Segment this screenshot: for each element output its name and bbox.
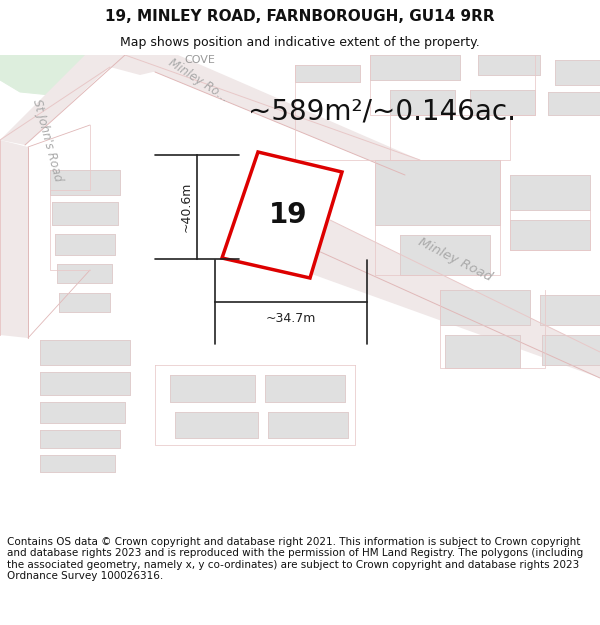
Polygon shape bbox=[440, 290, 530, 325]
Polygon shape bbox=[110, 55, 178, 75]
Polygon shape bbox=[295, 220, 600, 378]
Polygon shape bbox=[295, 65, 360, 82]
Text: ~589m²/~0.146ac.: ~589m²/~0.146ac. bbox=[248, 98, 516, 126]
Polygon shape bbox=[0, 55, 125, 145]
Text: 19: 19 bbox=[269, 201, 307, 229]
Text: ~34.7m: ~34.7m bbox=[266, 311, 316, 324]
Polygon shape bbox=[542, 335, 600, 365]
Polygon shape bbox=[390, 90, 455, 115]
Polygon shape bbox=[375, 160, 500, 225]
Text: ~40.6m: ~40.6m bbox=[179, 182, 193, 232]
Text: St John's Road: St John's Road bbox=[30, 98, 64, 182]
Polygon shape bbox=[470, 90, 535, 115]
Polygon shape bbox=[268, 412, 348, 438]
Polygon shape bbox=[59, 293, 110, 312]
Text: 19, MINLEY ROAD, FARNBOROUGH, GU14 9RR: 19, MINLEY ROAD, FARNBOROUGH, GU14 9RR bbox=[105, 9, 495, 24]
Polygon shape bbox=[510, 175, 590, 210]
Polygon shape bbox=[548, 92, 600, 115]
Polygon shape bbox=[40, 430, 120, 448]
Polygon shape bbox=[265, 375, 345, 402]
Polygon shape bbox=[222, 152, 342, 278]
Polygon shape bbox=[540, 295, 600, 325]
Polygon shape bbox=[50, 170, 120, 195]
Polygon shape bbox=[110, 55, 420, 175]
Text: COVE: COVE bbox=[185, 55, 215, 65]
Polygon shape bbox=[52, 202, 118, 225]
Polygon shape bbox=[370, 55, 460, 80]
Polygon shape bbox=[555, 60, 600, 85]
Polygon shape bbox=[57, 264, 112, 283]
Polygon shape bbox=[40, 340, 130, 365]
Polygon shape bbox=[175, 412, 258, 438]
Text: Minley Road: Minley Road bbox=[416, 236, 494, 284]
Polygon shape bbox=[0, 140, 28, 338]
Polygon shape bbox=[445, 335, 520, 368]
Polygon shape bbox=[55, 234, 115, 255]
Polygon shape bbox=[0, 55, 90, 95]
Text: Map shows position and indicative extent of the property.: Map shows position and indicative extent… bbox=[120, 36, 480, 49]
Polygon shape bbox=[40, 455, 115, 472]
Polygon shape bbox=[40, 372, 130, 395]
Polygon shape bbox=[478, 55, 540, 75]
Text: Contains OS data © Crown copyright and database right 2021. This information is : Contains OS data © Crown copyright and d… bbox=[7, 537, 583, 581]
Text: Minley Ro...: Minley Ro... bbox=[166, 56, 230, 104]
Polygon shape bbox=[510, 220, 590, 250]
Polygon shape bbox=[400, 235, 490, 275]
Polygon shape bbox=[40, 402, 125, 423]
Polygon shape bbox=[170, 375, 255, 402]
